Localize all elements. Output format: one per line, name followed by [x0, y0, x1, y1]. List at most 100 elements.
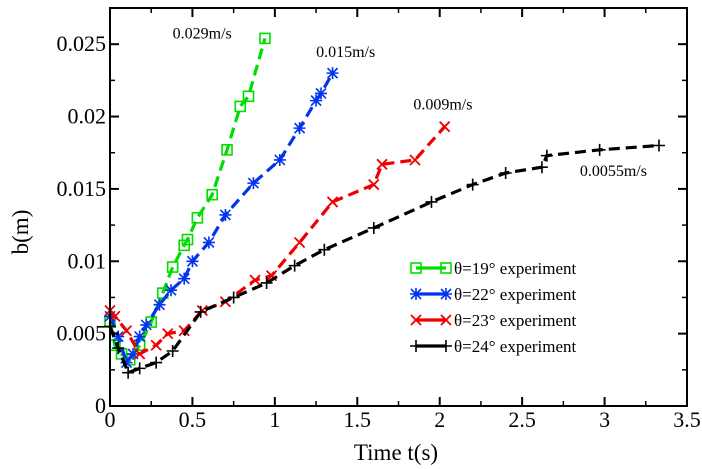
legend-label: θ=19° experiment — [454, 259, 577, 278]
data-point — [127, 347, 140, 360]
legend-marker — [440, 314, 452, 326]
data-point — [425, 195, 438, 208]
data-point — [288, 259, 301, 272]
y-tick-label: 0.015 — [57, 176, 107, 201]
x-tick-label: 0.5 — [179, 407, 207, 432]
data-point — [186, 255, 199, 268]
data-point — [293, 236, 306, 249]
data-point — [140, 318, 153, 331]
data-point — [376, 158, 388, 170]
series-layer — [104, 32, 665, 379]
data-point — [234, 100, 247, 113]
legend-label: θ=24° experiment — [454, 337, 577, 356]
legend-entry: θ=23° experiment — [410, 311, 577, 330]
data-point — [178, 325, 190, 337]
axes: 0 0.5 1 1.5 2 2.5 3 3.5 0 0.005 0.01 0.015 0.02 0.025 — [57, 7, 701, 432]
data-point — [150, 356, 163, 369]
data-point — [368, 178, 380, 191]
legend-label: θ=22° experiment — [454, 285, 577, 304]
data-point — [367, 221, 380, 234]
data-point — [249, 274, 261, 286]
data-point — [242, 90, 255, 103]
data-point — [293, 122, 306, 135]
data-point — [326, 67, 339, 80]
x-tick-label: 2 — [434, 407, 445, 432]
data-point — [122, 366, 135, 379]
data-point — [535, 161, 548, 174]
legend-entry: θ=22° experiment — [410, 285, 577, 304]
data-point — [221, 144, 233, 156]
data-point — [120, 325, 133, 337]
series-line — [108, 72, 334, 367]
legend-marker — [440, 288, 452, 300]
data-point — [202, 236, 215, 249]
series-line — [108, 37, 267, 362]
data-point — [227, 291, 240, 304]
data-point — [652, 139, 665, 152]
data-point — [260, 276, 273, 289]
annotations: 0.029m/s 0.015m/s 0.009m/s 0.0055m/s — [173, 25, 647, 179]
legend: θ=19° experiment θ=22° experiment θ=23° ex… — [410, 259, 577, 356]
y-tick-label: 0.005 — [57, 321, 107, 346]
data-point — [134, 348, 146, 360]
legend-marker — [410, 340, 422, 352]
data-point — [178, 272, 191, 285]
legend-marker — [440, 340, 452, 352]
data-point — [194, 305, 207, 318]
y-tick-label: 0 — [95, 393, 106, 418]
data-point — [120, 356, 133, 369]
data-point — [310, 94, 323, 107]
x-axis-label: Time t(s) — [354, 440, 438, 465]
y-tick-label: 0.01 — [68, 248, 107, 273]
data-point — [219, 208, 232, 221]
data-point — [466, 178, 479, 191]
y-axis-label: b(m) — [8, 210, 33, 255]
data-point — [150, 339, 162, 351]
legend-marker — [440, 262, 452, 274]
legend-entry: θ=24° experiment — [410, 337, 577, 356]
data-point — [439, 121, 451, 133]
x-tick-label: 3 — [599, 407, 610, 432]
speed-annotation: 0.009m/s — [413, 96, 472, 113]
x-tick-label: 3.5 — [673, 407, 701, 432]
data-point — [112, 342, 125, 355]
series-2 — [104, 67, 339, 369]
data-point — [318, 243, 331, 256]
data-point — [593, 143, 606, 156]
data-point — [273, 153, 286, 166]
legend-label: θ=23° experiment — [454, 311, 577, 330]
data-point — [166, 261, 179, 273]
data-point — [181, 233, 194, 246]
data-point — [499, 166, 512, 179]
data-point — [164, 284, 177, 297]
x-tick-label: 2.5 — [508, 407, 536, 432]
y-tick-label: 0.02 — [68, 104, 107, 129]
legend-entry: θ=19° experiment — [410, 259, 577, 278]
y-tick-label: 0.025 — [57, 31, 107, 56]
speed-annotation: 0.029m/s — [173, 25, 232, 42]
data-point — [315, 87, 328, 100]
data-point — [162, 327, 174, 340]
data-point — [247, 177, 260, 190]
data-point — [153, 298, 166, 311]
data-point — [109, 310, 121, 322]
x-tick-label: 1.5 — [344, 407, 372, 432]
data-point — [133, 330, 146, 343]
series-1 — [104, 32, 271, 366]
x-tick-label: 1 — [269, 407, 280, 432]
data-point — [409, 154, 421, 166]
data-point — [133, 362, 146, 375]
data-point — [326, 196, 339, 208]
data-point — [191, 212, 204, 224]
data-point — [206, 188, 219, 201]
data-point — [540, 149, 553, 162]
data-point — [112, 330, 125, 343]
x-tick-label: 0 — [105, 407, 116, 432]
speed-annotation: 0.015m/s — [316, 44, 375, 61]
data-point — [166, 345, 179, 358]
speed-annotation: 0.0055m/s — [580, 163, 647, 180]
data-point — [259, 32, 271, 45]
legend-marker — [410, 288, 422, 300]
legend-marker — [410, 262, 422, 274]
